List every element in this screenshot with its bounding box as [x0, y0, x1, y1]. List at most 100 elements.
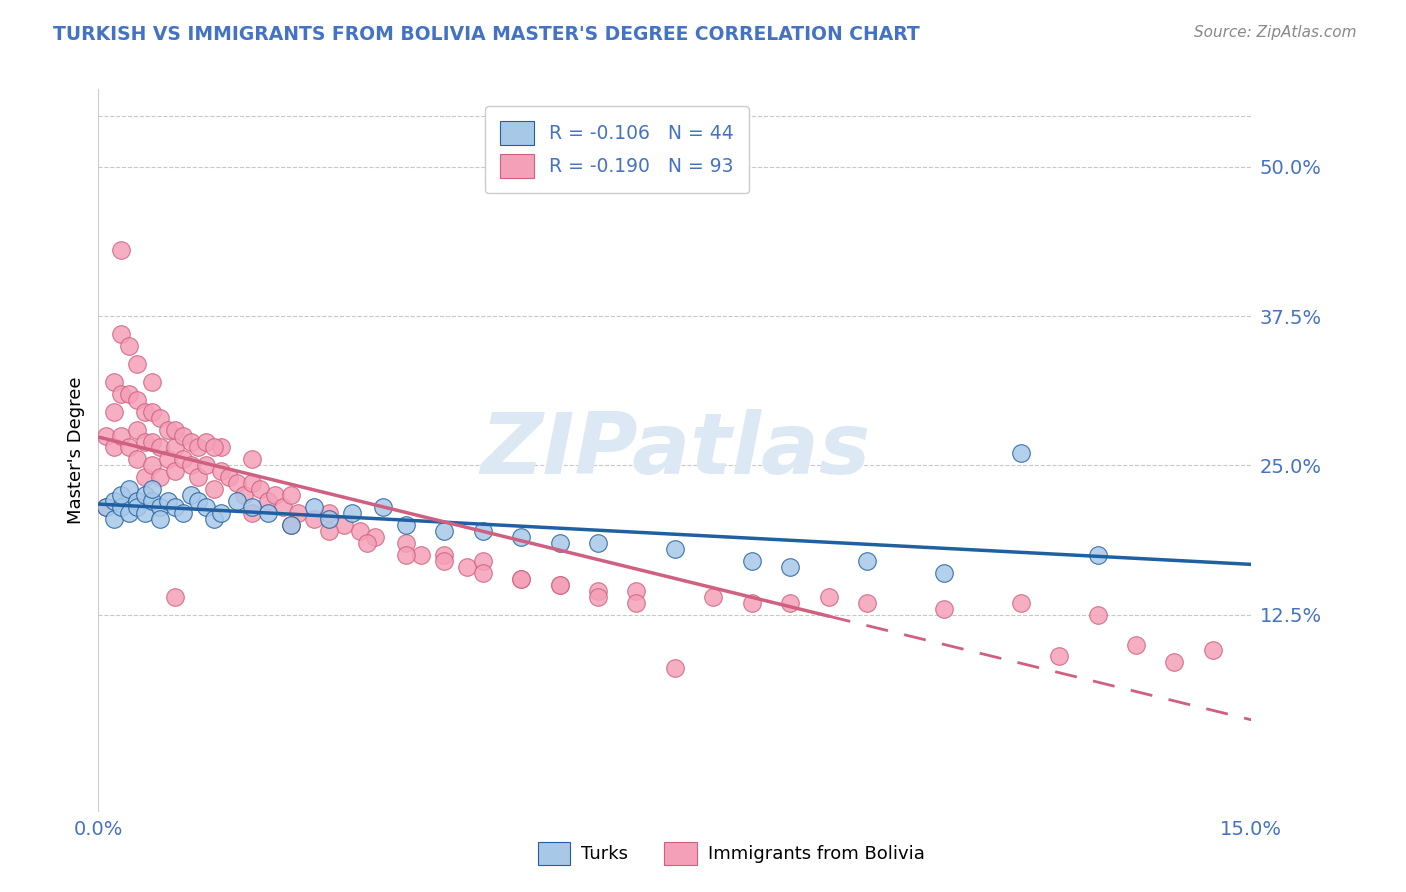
Point: [134, 404, 156, 418]
Point: [548, 578, 571, 592]
Point: [118, 339, 141, 353]
Point: [240, 452, 263, 467]
Point: [702, 590, 724, 604]
Point: [779, 596, 801, 610]
Point: [741, 554, 763, 568]
Point: [225, 476, 247, 491]
Point: [364, 530, 387, 544]
Point: [1047, 649, 1070, 664]
Point: [125, 392, 148, 407]
Point: [240, 500, 263, 515]
Point: [172, 428, 194, 442]
Y-axis label: Master's Degree: Master's Degree: [66, 376, 84, 524]
Point: [626, 583, 648, 598]
Point: [209, 441, 232, 455]
Point: [510, 572, 533, 586]
Point: [202, 483, 225, 497]
Point: [586, 583, 609, 598]
Point: [356, 536, 378, 550]
Point: [110, 326, 132, 341]
Point: [103, 441, 125, 455]
Point: [134, 434, 156, 449]
Point: [156, 423, 179, 437]
Point: [172, 452, 194, 467]
Point: [741, 596, 763, 610]
Point: [280, 518, 302, 533]
Point: [240, 476, 263, 491]
Point: [471, 524, 494, 538]
Point: [125, 500, 148, 515]
Point: [932, 566, 955, 580]
Point: [103, 494, 125, 508]
Point: [471, 554, 494, 568]
Point: [180, 434, 202, 449]
Point: [125, 357, 148, 371]
Point: [141, 458, 163, 473]
Point: [856, 596, 879, 610]
Point: [302, 512, 325, 526]
Point: [110, 244, 132, 258]
Point: [94, 500, 117, 515]
Point: [433, 548, 456, 562]
Point: [141, 375, 163, 389]
Point: [165, 464, 187, 478]
Point: [110, 428, 132, 442]
Point: [287, 506, 309, 520]
Point: [586, 536, 609, 550]
Point: [433, 554, 456, 568]
Point: [333, 518, 356, 533]
Point: [1163, 656, 1185, 670]
Point: [256, 494, 278, 508]
Point: [626, 596, 648, 610]
Point: [779, 560, 801, 574]
Point: [125, 494, 148, 508]
Point: [141, 434, 163, 449]
Point: [187, 441, 209, 455]
Point: [411, 548, 433, 562]
Point: [664, 541, 686, 556]
Point: [149, 410, 172, 425]
Point: [165, 500, 187, 515]
Point: [1010, 446, 1032, 460]
Point: [395, 536, 418, 550]
Point: [240, 506, 263, 520]
Point: [156, 452, 179, 467]
Point: [1010, 596, 1032, 610]
Legend: Turks, Immigrants from Bolivia: Turks, Immigrants from Bolivia: [529, 833, 934, 874]
Point: [202, 441, 225, 455]
Point: [548, 536, 571, 550]
Point: [165, 590, 187, 604]
Point: [195, 434, 218, 449]
Point: [280, 518, 302, 533]
Point: [134, 470, 156, 484]
Point: [118, 506, 141, 520]
Point: [371, 500, 394, 515]
Point: [149, 441, 172, 455]
Text: Source: ZipAtlas.com: Source: ZipAtlas.com: [1194, 25, 1357, 40]
Point: [209, 464, 232, 478]
Point: [149, 512, 172, 526]
Point: [302, 500, 325, 515]
Point: [271, 500, 294, 515]
Point: [94, 428, 117, 442]
Point: [233, 488, 256, 502]
Point: [195, 458, 218, 473]
Point: [118, 483, 141, 497]
Point: [209, 506, 232, 520]
Point: [172, 506, 194, 520]
Point: [187, 470, 209, 484]
Point: [1087, 607, 1109, 622]
Point: [110, 386, 132, 401]
Point: [103, 375, 125, 389]
Point: [118, 441, 141, 455]
Point: [395, 518, 418, 533]
Point: [456, 560, 478, 574]
Point: [433, 524, 456, 538]
Point: [256, 506, 278, 520]
Point: [280, 488, 302, 502]
Point: [103, 404, 125, 418]
Point: [471, 566, 494, 580]
Point: [225, 494, 247, 508]
Point: [932, 601, 955, 615]
Point: [510, 530, 533, 544]
